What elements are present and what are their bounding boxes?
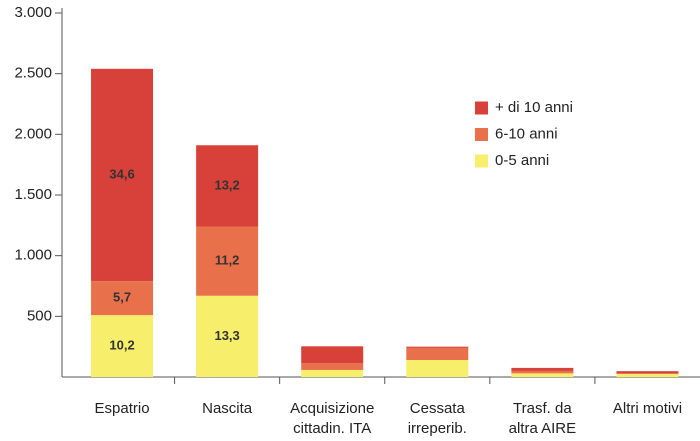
bar-segment: [616, 371, 679, 373]
data-label: 11,2: [215, 253, 240, 268]
bar-segment: [406, 347, 469, 361]
y-tick-label: 1.000: [14, 247, 52, 264]
x-tick-label: altra AIRE: [509, 420, 577, 437]
bar-segment: [301, 346, 364, 364]
bar-segment: [196, 145, 259, 227]
legend-swatch: [475, 154, 488, 168]
legend-swatch: [475, 101, 488, 115]
bar-segment: [301, 363, 364, 370]
bar-segment: [511, 373, 574, 377]
data-label: 5,7: [113, 290, 131, 305]
bar-segment: [406, 360, 469, 377]
bar-segment: [511, 367, 574, 371]
bar-segment: [91, 315, 154, 377]
x-tick-label: cittadin. ITA: [293, 420, 371, 437]
y-tick-label: 3.000: [14, 4, 52, 21]
x-tick-label: Espatrio: [95, 400, 150, 417]
legend-label: 0-5 anni: [495, 152, 549, 169]
x-tick-label: Cessata: [410, 400, 466, 417]
bar-segment: [196, 226, 259, 296]
bar-segment: [196, 295, 259, 377]
bar-segment: [616, 372, 679, 374]
x-tick-label: Altri motivi: [613, 400, 682, 417]
data-label: 34,6: [109, 166, 134, 181]
legend-swatch: [475, 128, 488, 141]
bar-segment: [91, 68, 154, 282]
bar-segment: [91, 281, 154, 316]
legend-label: 6-10 anni: [495, 125, 558, 142]
y-tick-label: 500: [27, 307, 52, 324]
x-tick-label: Trasf. da: [513, 400, 572, 417]
data-label: 13,2: [214, 177, 239, 192]
bar-segment: [616, 373, 679, 377]
bar-segment: [301, 369, 364, 377]
x-tick-label: Acquisizione: [290, 400, 374, 417]
legend-label: + di 10 anni: [495, 99, 573, 116]
data-label: 13,3: [214, 328, 239, 343]
y-tick-label: 2.500: [14, 65, 52, 82]
y-tick-label: 1.500: [14, 186, 52, 203]
y-tick-label: 2.000: [14, 125, 52, 142]
x-tick-label: Nascita: [202, 400, 253, 417]
bar-segment: [406, 346, 469, 348]
bar-segment: [511, 370, 574, 374]
x-tick-label: irreperib.: [408, 420, 467, 437]
data-label: 10,2: [109, 337, 134, 352]
